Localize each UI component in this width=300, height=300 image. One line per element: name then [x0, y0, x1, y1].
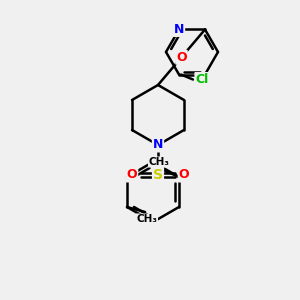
Text: O: O: [179, 169, 189, 182]
Text: Cl: Cl: [195, 73, 208, 86]
Text: CH₃: CH₃: [148, 157, 170, 167]
Text: S: S: [153, 168, 163, 182]
Text: CH₃: CH₃: [136, 214, 158, 224]
Text: N: N: [174, 23, 184, 36]
Text: O: O: [127, 169, 137, 182]
Text: N: N: [153, 139, 163, 152]
Text: O: O: [176, 51, 187, 64]
